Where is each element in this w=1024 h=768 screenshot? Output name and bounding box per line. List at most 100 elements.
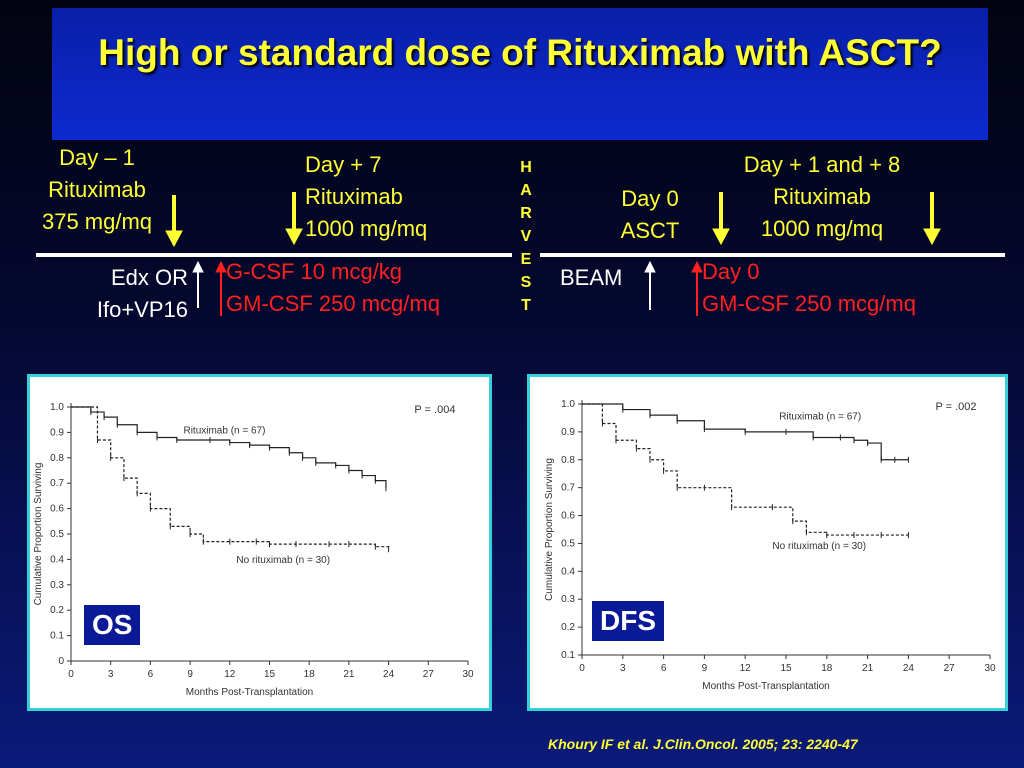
gmcsf-line: GM-CSF 250 mcg/mq	[226, 291, 440, 316]
y-tick-label: 1.0	[561, 399, 575, 410]
harvest-label: H A R V E S T	[516, 156, 536, 317]
day-plus1-8-line2: Rituximab	[773, 184, 871, 209]
no-rituximab-curve	[582, 403, 909, 536]
timeline-left	[36, 253, 512, 257]
day-plus1-8-line1: Day + 1 and + 8	[743, 152, 901, 177]
x-axis-label: Months Post-Transplantation	[186, 687, 313, 698]
chemo-line2: Ifo+VP16	[96, 297, 188, 322]
y-tick-label: 0.2	[561, 622, 575, 633]
dfs-chart: 0.1 0.2 0.3 0.4 0.5 0.6 0.7 0.8 0.9 1.0 0 3 6 9 12 15 18…	[544, 399, 996, 692]
arrow-down-day-minus1	[165, 195, 183, 248]
os-chart-panel: 0 0.1 0.2 0.3 0.4 0.5 0.6 0.7 0.8 0.9 1.0 0 3 6 9 12 15 1…	[27, 374, 492, 711]
x-tick-label: 0	[68, 669, 74, 680]
x-tick-label: 9	[187, 669, 193, 680]
x-tick-label: 15	[264, 669, 276, 680]
x-tick-label: 6	[148, 669, 154, 680]
x-tick-label: 30	[462, 669, 474, 680]
gmcsf-right-line: GM-CSF 250 mcg/mq	[702, 291, 916, 316]
p-value-label: P = .002	[935, 401, 976, 413]
day0-line2: ASCT	[620, 218, 680, 243]
harvest-letter: T	[521, 297, 531, 314]
day-plus1-8-label: Day + 1 and + 8 Rituximab 1000 mg/mq	[716, 149, 928, 245]
day0-asct-label: Day 0 ASCT	[605, 183, 695, 247]
y-tick-label: 0.6	[561, 511, 575, 522]
y-tick-label: 0.7	[50, 478, 64, 489]
arrow-up-gcsf	[215, 260, 227, 316]
y-tick-label: 0.7	[561, 483, 575, 494]
arrow-down-day-plus1	[923, 192, 941, 246]
series-label: Rituximab (n = 67)	[183, 426, 265, 437]
y-tick-label: 0.4	[50, 554, 64, 565]
growth-factors-left: G-CSF 10 mcg/kg GM-CSF 250 mcg/mq	[226, 256, 440, 320]
chemo-line1: Edx OR	[110, 265, 188, 290]
chemo-label: Edx OR Ifo+VP16	[40, 262, 188, 326]
harvest-letter: V	[520, 228, 532, 245]
growth-factors-right: Day 0 GM-CSF 250 mcg/mq	[702, 256, 916, 320]
day-minus1-line2: Rituximab	[48, 177, 146, 202]
y-tick-label: 0.8	[561, 455, 575, 466]
arrow-down-day0-asct	[712, 192, 730, 246]
x-tick-label: 6	[661, 663, 667, 674]
y-tick-label: 0.5	[50, 529, 64, 540]
day-minus1-line1: Day – 1	[59, 145, 135, 170]
y-tick-label: 0.2	[50, 605, 64, 616]
day0-red-line: Day 0	[702, 259, 760, 284]
timeline-right	[540, 253, 1005, 257]
x-tick-label: 3	[620, 663, 626, 674]
harvest-letter: E	[520, 251, 532, 268]
y-tick-label: 0.6	[50, 504, 64, 515]
x-tick-label: 21	[343, 669, 355, 680]
beam-label: BEAM	[560, 265, 623, 290]
citation: Khoury IF et al. J.Clin.Oncol. 2005; 23:…	[548, 736, 858, 752]
y-tick-label: 0.1	[50, 631, 64, 642]
y-tick-label: 1.0	[50, 402, 64, 413]
series-label: Rituximab (n = 67)	[779, 411, 861, 422]
y-tick-label: 0.1	[561, 650, 575, 661]
harvest-letter: S	[520, 274, 532, 291]
x-tick-label: 0	[579, 663, 585, 674]
x-tick-label: 12	[224, 669, 236, 680]
y-tick-label: 0.9	[50, 427, 64, 438]
x-tick-label: 9	[702, 663, 708, 674]
y-tick-label: 0.3	[561, 594, 575, 605]
series-label: No rituximab (n = 30)	[772, 541, 866, 552]
arrow-down-day-plus7	[285, 192, 303, 246]
day-plus7-line1: Day + 7	[305, 152, 382, 177]
x-tick-label: 18	[821, 663, 833, 674]
series-label: No rituximab (n = 30)	[236, 555, 330, 566]
x-tick-label: 24	[903, 663, 915, 674]
arrow-up-gmcsf-day0	[691, 260, 703, 316]
gcsf-line: G-CSF 10 mcg/kg	[226, 259, 403, 284]
y-tick-label: 0	[58, 656, 64, 667]
day-plus7-label: Day + 7 Rituximab 1000 mg/mq	[305, 149, 427, 245]
x-tick-label: 15	[780, 663, 792, 674]
y-tick-label: 0.9	[561, 427, 575, 438]
y-tick-label: 0.5	[561, 538, 575, 549]
harvest-letter: R	[520, 205, 532, 222]
y-tick-label: 0.3	[50, 580, 64, 591]
x-axis-label: Months Post-Transplantation	[702, 681, 829, 692]
day-plus7-line3: 1000 mg/mq	[305, 216, 428, 241]
os-chart: 0 0.1 0.2 0.3 0.4 0.5 0.6 0.7 0.8 0.9 1.0 0 3 6 9 12 15 1…	[33, 402, 474, 698]
dfs-badge: DFS	[590, 599, 666, 643]
os-badge: OS	[82, 603, 143, 647]
day-minus1-line3: 375 mg/mq	[41, 209, 153, 234]
x-tick-label: 24	[383, 669, 395, 680]
p-value-label: P = .004	[414, 404, 455, 416]
harvest-letter: H	[520, 159, 532, 176]
x-tick-label: 3	[108, 669, 114, 680]
slide-title: High or standard dose of Rituximab with …	[98, 32, 942, 73]
x-tick-label: 30	[984, 663, 996, 674]
x-tick-label: 21	[862, 663, 874, 674]
y-tick-label: 0.4	[561, 566, 575, 577]
day0-line1: Day 0	[621, 186, 679, 211]
day-plus1-8-line3: 1000 mg/mq	[760, 216, 884, 241]
no-rituximab-curve	[71, 406, 390, 550]
x-tick-label: 27	[423, 669, 435, 680]
rituximab-curve	[71, 406, 387, 489]
x-tick-label: 12	[740, 663, 752, 674]
x-tick-label: 18	[304, 669, 316, 680]
arrow-up-beam	[644, 260, 656, 310]
day-plus7-line2: Rituximab	[305, 184, 403, 209]
